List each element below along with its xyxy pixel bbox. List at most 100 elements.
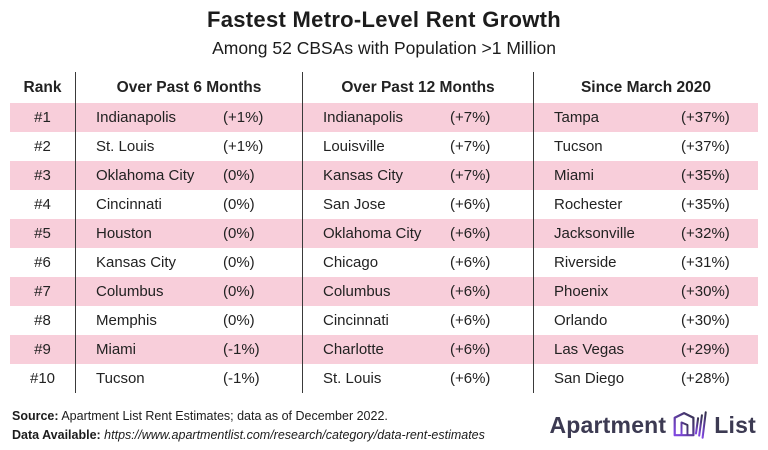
since-2020-city-label: Las Vegas	[554, 341, 625, 358]
twelve-month-cell: Chicago (+6%)	[302, 248, 533, 277]
six-month-pct-label: (0%)	[223, 196, 255, 213]
footer: Source: Apartment List Rent Estimates; d…	[12, 407, 756, 445]
since-2020-cell: Rochester (+35%)	[533, 190, 758, 219]
twelve-month-city-label: Oklahoma City	[323, 225, 422, 242]
source-line: Source: Apartment List Rent Estimates; d…	[12, 407, 485, 426]
since-2020-cell: San Diego (+28%)	[533, 364, 758, 393]
six-month-pct-label: (0%)	[223, 167, 255, 184]
table-row: #7 Columbus (0%) Columbus (+6%) Phoenix …	[10, 277, 758, 306]
header-cell-since-march-2020: Since March 2020	[533, 72, 758, 103]
since-2020-pct-label: (+30%)	[681, 312, 730, 329]
twelve-month-pct-label: (+6%)	[450, 312, 491, 329]
twelve-month-cell: St. Louis (+6%)	[302, 364, 533, 393]
rank-cell: #6	[34, 254, 51, 271]
six-month-pct-label: (0%)	[223, 254, 255, 271]
six-month-city-label: Indianapolis	[96, 109, 177, 126]
table-row: #3 Oklahoma City (0%) Kansas City (+7%) …	[10, 161, 758, 190]
since-2020-city-label: Riverside	[554, 254, 617, 271]
since-2020-cell: Las Vegas (+29%)	[533, 335, 758, 364]
since-2020-cell: Tampa (+37%)	[533, 103, 758, 132]
table-row: #4 Cincinnati (0%) San Jose (+6%) Roches…	[10, 190, 758, 219]
since-2020-pct-label: (+32%)	[681, 225, 730, 242]
six-month-pct-label: (+1%)	[223, 138, 264, 155]
six-month-pct-label: (0%)	[223, 225, 255, 242]
data-available-url: https://www.apartmentlist.com/research/c…	[100, 428, 485, 442]
twelve-month-pct-label: (+6%)	[450, 196, 491, 213]
twelve-month-pct-label: (+7%)	[450, 167, 491, 184]
since-2020-city-label: San Diego	[554, 370, 625, 387]
table-row: #10 Tucson (-1%) St. Louis (+6%) San Die…	[10, 364, 758, 393]
since-2020-city-label: Tampa	[554, 109, 600, 126]
twelve-month-cell: Cincinnati (+6%)	[302, 306, 533, 335]
twelve-month-cell: Oklahoma City (+6%)	[302, 219, 533, 248]
twelve-month-city-label: Chicago	[323, 254, 379, 271]
page-subtitle: Among 52 CBSAs with Population >1 Millio…	[212, 38, 556, 58]
since-2020-pct-label: (+35%)	[681, 196, 730, 213]
table-row: #9 Miami (-1%) Charlotte (+6%) Las Vegas…	[10, 335, 758, 364]
header-cell-rank: Rank	[23, 78, 62, 96]
rank-cell: #1	[34, 109, 51, 126]
since-2020-cell: Tucson (+37%)	[533, 132, 758, 161]
since-2020-cell: Riverside (+31%)	[533, 248, 758, 277]
twelve-month-city-label: Charlotte	[323, 341, 384, 358]
twelve-month-city-label: Indianapolis	[323, 109, 404, 126]
six-month-city-label: Cincinnati	[96, 196, 162, 213]
six-month-city-label: Columbus	[96, 283, 164, 300]
twelve-month-city-label: Columbus	[323, 283, 391, 300]
table-header-row: Rank Over Past 6 Months Over Past 12 Mon…	[10, 72, 758, 103]
twelve-month-cell: Columbus (+6%)	[302, 277, 533, 306]
rank-cell: #2	[34, 138, 51, 155]
twelve-month-pct-label: (+6%)	[450, 283, 491, 300]
rank-cell: #8	[34, 312, 51, 329]
six-month-pct-label: (0%)	[223, 283, 255, 300]
since-2020-pct-label: (+37%)	[681, 109, 730, 126]
since-2020-pct-label: (+28%)	[681, 370, 730, 387]
since-2020-pct-label: (+29%)	[681, 341, 730, 358]
twelve-month-cell: San Jose (+6%)	[302, 190, 533, 219]
twelve-month-city-label: Louisville	[323, 138, 385, 155]
since-2020-city-label: Tucson	[554, 138, 603, 155]
six-month-city-label: Tucson	[96, 370, 145, 387]
twelve-month-pct-label: (+6%)	[450, 254, 491, 271]
six-month-cell: St. Louis (+1%)	[75, 132, 302, 161]
six-month-city-label: Houston	[96, 225, 152, 242]
source-text: Apartment List Rent Estimates; data as o…	[58, 409, 388, 423]
six-month-city-label: Kansas City	[96, 254, 177, 271]
six-month-city-label: St. Louis	[96, 138, 155, 155]
since-2020-cell: Orlando (+30%)	[533, 306, 758, 335]
six-month-cell: Memphis (0%)	[75, 306, 302, 335]
table-row: #2 St. Louis (+1%) Louisville (+7%) Tucs…	[10, 132, 758, 161]
since-2020-city-label: Phoenix	[554, 283, 609, 300]
six-month-city-label: Oklahoma City	[96, 167, 195, 184]
house-icon	[673, 409, 708, 441]
twelve-month-pct-label: (+7%)	[450, 109, 491, 126]
six-month-pct-label: (+1%)	[223, 109, 264, 126]
data-available-label: Data Available:	[12, 428, 101, 442]
header-cell-6-months: Over Past 6 Months	[75, 72, 302, 103]
rank-cell: #7	[34, 283, 51, 300]
twelve-month-city-label: St. Louis	[323, 370, 382, 387]
six-month-city-label: Memphis	[96, 312, 157, 329]
six-month-cell: Tucson (-1%)	[75, 364, 302, 393]
since-2020-cell: Phoenix (+30%)	[533, 277, 758, 306]
twelve-month-city-label: San Jose	[323, 196, 386, 213]
six-month-pct-label: (-1%)	[223, 370, 260, 387]
apartment-list-logo: Apartment	[549, 409, 756, 445]
page-title: Fastest Metro-Level Rent Growth	[206, 7, 562, 32]
rent-growth-table: Rank Over Past 6 Months Over Past 12 Mon…	[10, 72, 758, 393]
since-2020-city-label: Rochester	[554, 196, 623, 213]
six-month-cell: Houston (0%)	[75, 219, 302, 248]
twelve-month-city-label: Kansas City	[323, 167, 404, 184]
rank-cell: #4	[34, 196, 51, 213]
twelve-month-pct-label: (+6%)	[450, 370, 491, 387]
logo-word-list: List	[714, 411, 756, 438]
six-month-cell: Miami (-1%)	[75, 335, 302, 364]
six-month-cell: Cincinnati (0%)	[75, 190, 302, 219]
twelve-month-cell: Kansas City (+7%)	[302, 161, 533, 190]
title-block: Fastest Metro-Level Rent Growth Among 52…	[0, 0, 768, 59]
since-2020-pct-label: (+35%)	[681, 167, 730, 184]
table-row: #6 Kansas City (0%) Chicago (+6%) Rivers…	[10, 248, 758, 277]
since-2020-city-label: Orlando	[554, 312, 608, 329]
rank-cell: #10	[29, 370, 56, 387]
header-cell-12-months: Over Past 12 Months	[302, 72, 533, 103]
